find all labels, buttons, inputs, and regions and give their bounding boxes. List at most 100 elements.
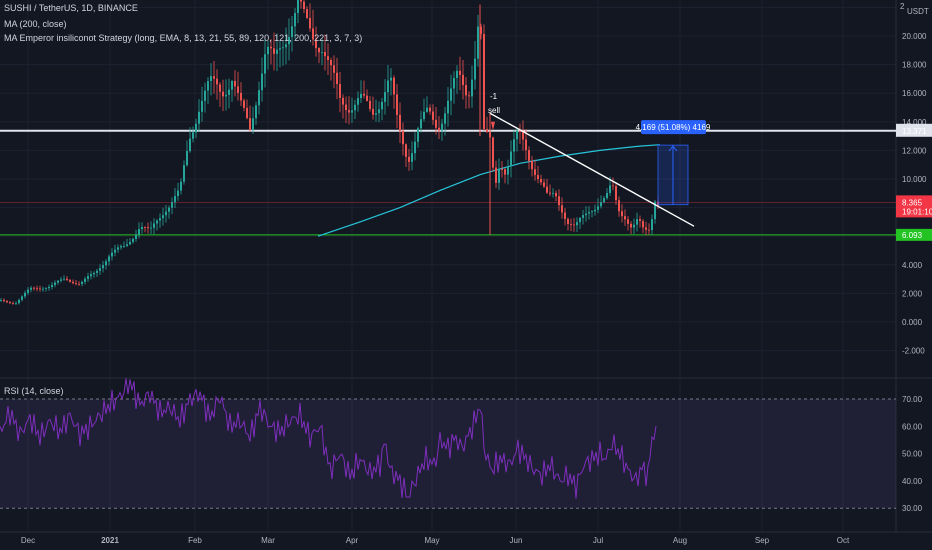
candle-body (363, 93, 365, 96)
candle-body (624, 216, 626, 220)
candle-body (579, 217, 581, 223)
candle-body (369, 100, 371, 109)
price-tick: 14.000 (902, 118, 927, 127)
candle-body (333, 65, 335, 73)
candle-body (309, 17, 311, 29)
candle-body (306, 9, 308, 18)
price-tick: -2.000 (902, 347, 925, 356)
candle-body (105, 261, 107, 266)
candle-body (444, 113, 446, 124)
price-tick: 18.000 (902, 61, 927, 70)
candle-body (60, 279, 62, 281)
time-label: Dec (21, 536, 35, 545)
legend-ma[interactable]: MA (200, close) (4, 19, 67, 29)
candle-body (249, 118, 251, 130)
candle-body (396, 94, 398, 115)
candle-body (108, 256, 110, 262)
ma200-line (317, 144, 661, 237)
candle-body (312, 28, 314, 40)
time-label: Jun (510, 536, 523, 545)
candle-body (372, 108, 374, 115)
candle-body (597, 206, 599, 210)
candle-body (78, 283, 80, 285)
time-label: Aug (673, 536, 687, 545)
candle-body (570, 224, 572, 225)
candle-body (456, 70, 458, 78)
candle-body (24, 292, 26, 297)
candle-body (555, 192, 557, 197)
candle-body (129, 241, 131, 245)
candle-body (351, 110, 353, 113)
candle-body (495, 167, 497, 183)
candle-body (63, 278, 65, 280)
candle-body (141, 226, 143, 230)
candle-body (165, 211, 167, 216)
rsi-tick: 70.00 (902, 395, 923, 404)
measure-label: 4.169 (51.08%) 4169 (636, 123, 711, 132)
candle-body (39, 288, 41, 290)
candle-body (360, 93, 362, 99)
candle-body (507, 166, 509, 175)
candle-body (516, 130, 518, 140)
candle-body (114, 249, 116, 253)
candle-body (471, 79, 473, 97)
candle-body (18, 299, 20, 304)
candle-body (270, 46, 272, 49)
rsi-axis[interactable]: 70.00 60.00 50.00 40.00 30.00 (902, 395, 923, 513)
candle-body (549, 192, 551, 194)
rsi-line (0, 378, 657, 499)
candle-body (612, 185, 614, 187)
candle-body (111, 252, 113, 257)
candle-body (342, 97, 344, 105)
current-price-label: 8.365 (902, 198, 923, 207)
candle-body (126, 244, 128, 246)
candle-body (273, 48, 275, 54)
candle-body (21, 296, 23, 300)
candle-body (6, 301, 8, 303)
candle-body (537, 175, 539, 180)
candle-body (564, 212, 566, 219)
trend-line[interactable] (489, 112, 695, 227)
time-label: Sep (755, 536, 770, 545)
candle-body (117, 247, 119, 250)
measure-tool[interactable]: 4.169 (51.08%) 4169 (636, 120, 711, 206)
candle-body (138, 229, 140, 235)
candle-body (258, 90, 260, 106)
support-tag (896, 228, 932, 241)
candle-body (159, 218, 161, 221)
candle-body (183, 165, 185, 182)
candle-body (54, 282, 56, 285)
legend-strategy[interactable]: MA Emperor insiliconot Strategy (long, E… (4, 33, 363, 43)
price-tick: 2 (900, 2, 905, 11)
candle-body (213, 76, 215, 79)
time-label: Feb (188, 536, 202, 545)
candle-body (381, 101, 383, 110)
candle-body (600, 202, 602, 207)
candle-body (150, 227, 152, 229)
candle-body (195, 123, 197, 133)
candle-body (318, 48, 320, 53)
candle-body (42, 288, 44, 290)
candle-body (447, 100, 449, 114)
candle-body (525, 139, 527, 151)
candle-body (240, 92, 242, 101)
candle-body (387, 80, 389, 93)
candle-body (639, 219, 641, 222)
legend-rsi[interactable]: RSI (14, close) (4, 386, 64, 396)
candles (0, 0, 659, 305)
legend-symbol[interactable]: SUSHI / TetherUS, 1D, BINANCE (4, 3, 138, 13)
candle-body (384, 92, 386, 102)
candle-body (93, 272, 95, 275)
candle-body (567, 218, 569, 225)
candle-body (573, 224, 575, 226)
price-tick: 4.000 (902, 261, 923, 270)
candle-body (189, 138, 191, 152)
candle-body (45, 288, 47, 289)
candle-body (621, 211, 623, 217)
candle-body (186, 151, 188, 166)
candle-body (237, 86, 239, 93)
candle-body (615, 186, 617, 201)
price-pane: 4.169 (51.08%) 4169 -1 sell (0, 0, 896, 305)
time-axis[interactable]: Dec 2021 Feb Mar Apr May Jun Jul Aug Sep Oct (21, 536, 850, 545)
